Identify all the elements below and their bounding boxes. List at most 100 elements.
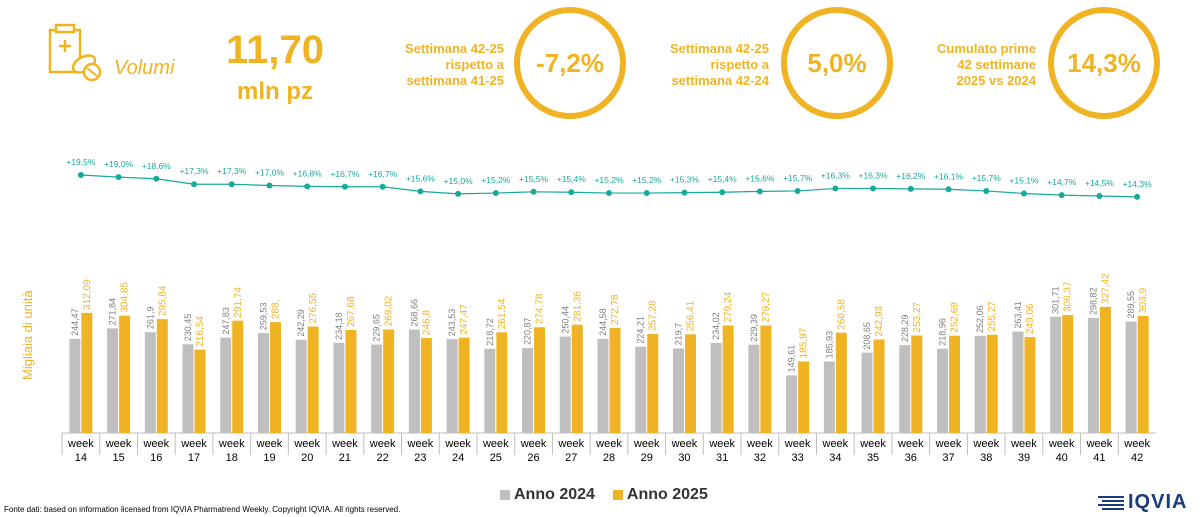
- data-label-2025: 295,84: [157, 285, 168, 316]
- data-label-2024: 263,41: [1013, 301, 1023, 329]
- data-label-2025: 304,85: [120, 282, 131, 313]
- x-tick-label: 19: [263, 452, 275, 464]
- bar-2025: [383, 329, 395, 433]
- x-tick-label: week: [444, 438, 471, 450]
- data-label-2024: 224,21: [636, 316, 646, 344]
- x-tick-label: week: [520, 438, 547, 450]
- data-label-2025: 279,27: [761, 291, 772, 322]
- x-tick-label: 31: [716, 452, 728, 464]
- growth-label: +19,0%: [104, 159, 134, 169]
- bar-2024: [672, 348, 684, 433]
- kpi-label-line: 2025 vs 2024: [956, 73, 1036, 88]
- x-tick-label: week: [972, 438, 999, 450]
- x-tick-label: week: [633, 438, 660, 450]
- data-label-2025: 246,8: [421, 310, 432, 335]
- growth-label: +15,3%: [670, 175, 700, 185]
- bar-2025: [609, 327, 621, 433]
- data-label-2025: 253,27: [912, 301, 923, 332]
- growth-point: [530, 188, 537, 195]
- data-label-2024: 298,82: [1088, 287, 1098, 315]
- growth-label: +17,0%: [255, 168, 285, 178]
- kpi-label-line: Settimana 42-25: [670, 41, 769, 56]
- growth-label: +17,3%: [179, 166, 209, 176]
- growth-point: [1058, 192, 1065, 199]
- x-tick-label: week: [105, 438, 132, 450]
- x-tick-label: 15: [112, 452, 124, 464]
- data-label-2025: 257,28: [648, 300, 659, 331]
- legend-item-2025: Anno 2025: [612, 486, 708, 504]
- bar-2025: [496, 332, 508, 433]
- source-note: Fonte dati: based on information license…: [4, 505, 401, 514]
- growth-point: [870, 185, 877, 192]
- x-tick-label: week: [331, 438, 358, 450]
- data-label-2024: 289,55: [1126, 291, 1136, 319]
- iqvia-logo-text: IQVIA: [1128, 491, 1188, 513]
- data-label-2025: 303,9: [1138, 288, 1149, 313]
- growth-point: [266, 182, 273, 189]
- growth-label: +15,6%: [745, 173, 775, 183]
- x-tick-label: week: [1086, 438, 1113, 450]
- x-tick-label: 38: [980, 452, 992, 464]
- kpi-cumulative-label: Cumulato prime 42 settimane 2025 vs 2024: [910, 41, 1036, 89]
- data-label-2025: 261,54: [497, 298, 508, 329]
- data-label-2024: 149,61: [787, 345, 797, 373]
- growth-label: +17,3%: [217, 166, 247, 176]
- data-label-2024: 247,83: [221, 307, 231, 335]
- kpi-label-line: rispetto a: [710, 57, 769, 72]
- growth-point: [794, 187, 801, 194]
- data-label-2024: 228,29: [900, 315, 910, 343]
- growth-label: +16,8%: [293, 168, 323, 178]
- x-tick-label: week: [671, 438, 698, 450]
- growth-point: [304, 183, 311, 190]
- x-tick-label: week: [293, 438, 320, 450]
- data-label-2025: 272,78: [610, 294, 621, 325]
- bar-2025: [420, 337, 432, 433]
- data-label-2025: 267,68: [346, 296, 357, 327]
- data-label-2024: 268,66: [409, 299, 419, 327]
- x-tick-label: week: [1123, 438, 1150, 450]
- x-tick-label: 26: [527, 452, 539, 464]
- data-label-2025: 279,24: [723, 291, 734, 322]
- data-label-2025: 274,78: [535, 293, 546, 324]
- x-tick-label: 21: [339, 452, 351, 464]
- bar-2025: [269, 322, 281, 433]
- data-label-2024: 219,7: [673, 323, 683, 346]
- kpi-cumulative-circle: 14,3%: [1048, 7, 1160, 119]
- data-label-2024: 259,53: [258, 303, 268, 331]
- chart-legend: Anno 2024 Anno 2025: [500, 486, 708, 504]
- kpi-label-line: 42 settimane: [957, 57, 1036, 72]
- growth-point: [228, 181, 235, 188]
- bar-2024: [144, 332, 156, 433]
- x-tick-label: week: [407, 438, 434, 450]
- growth-point: [115, 174, 122, 181]
- kpi-label-line: Cumulato prime: [937, 41, 1036, 56]
- data-label-2025: 291,74: [233, 287, 244, 318]
- legend-swatch-2025: [612, 490, 623, 500]
- bar-2024: [974, 335, 986, 433]
- legend-label-2024: Anno 2024: [514, 486, 595, 503]
- x-tick-label: 24: [452, 452, 464, 464]
- x-tick-label: week: [1048, 438, 1075, 450]
- x-tick-label: 18: [226, 452, 238, 464]
- growth-label: +18,6%: [142, 161, 172, 171]
- data-label-2025: 312,09: [82, 279, 93, 310]
- x-tick-label: 16: [150, 452, 162, 464]
- data-label-2024: 218,72: [485, 318, 495, 346]
- data-label-2025: 252,69: [950, 302, 961, 333]
- pills-box-icon: [46, 22, 108, 84]
- data-label-2025: 216,54: [195, 316, 206, 347]
- total-value: 11,70: [226, 28, 324, 72]
- growth-point: [983, 187, 990, 194]
- bar-2024: [1012, 331, 1024, 433]
- growth-label: +16,1%: [934, 171, 964, 181]
- data-label-2024: 242,29: [296, 309, 306, 337]
- bar-2025: [1099, 306, 1111, 433]
- growth-point: [191, 181, 198, 188]
- growth-label: +19,5%: [66, 157, 96, 167]
- growth-point: [417, 188, 424, 195]
- x-tick-label: week: [1010, 438, 1037, 450]
- growth-label: +16,3%: [821, 170, 851, 180]
- data-label-2024: 234,18: [334, 312, 344, 340]
- x-tick-label: 30: [678, 452, 690, 464]
